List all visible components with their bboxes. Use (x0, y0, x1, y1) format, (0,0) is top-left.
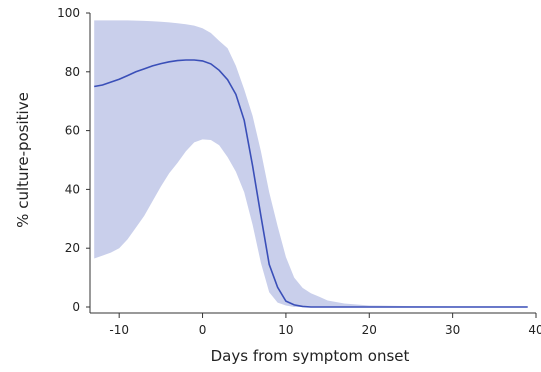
x-axis-ticks: -10 0 10 20 30 40 (109, 313, 541, 337)
x-tick-label: 20 (362, 323, 377, 337)
x-tick-label: 30 (445, 323, 460, 337)
y-axis-title: % culture-positive (14, 92, 32, 228)
x-tick-label: 10 (278, 323, 293, 337)
x-tick-label: 40 (528, 323, 541, 337)
x-axis-title: Days from symptom onset (211, 347, 410, 365)
y-tick-label: 0 (72, 300, 80, 314)
x-tick-label: 0 (199, 323, 207, 337)
series-line (94, 59, 528, 308)
y-tick-label: 80 (65, 65, 80, 79)
x-tick-label: -10 (109, 323, 129, 337)
y-axis-ticks: 0 20 40 60 80 100 (57, 6, 90, 314)
plot-area (94, 20, 528, 308)
confidence-band (94, 20, 528, 308)
y-tick-label: 40 (65, 182, 80, 196)
y-tick-label: 60 (65, 124, 80, 138)
y-tick-label: 100 (57, 6, 80, 20)
y-tick-label: 20 (65, 241, 80, 255)
